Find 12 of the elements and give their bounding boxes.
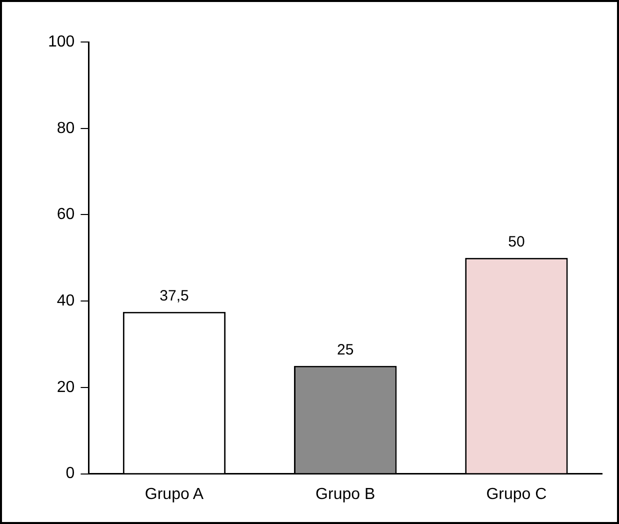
y-tick-label: 20 [56, 378, 75, 396]
y-tick-label: 80 [56, 120, 75, 137]
x-tick-label: Grupo C [486, 486, 547, 503]
y-tick-label: 60 [56, 206, 75, 224]
x-tick-label: Grupo A [144, 486, 204, 503]
data-label: 25 [337, 341, 354, 358]
x-tick-label: Grupo B [316, 486, 376, 503]
data-label: 37,5 [160, 288, 189, 305]
y-tick-label: 0 [66, 465, 75, 482]
data-label: 50 [508, 234, 525, 251]
y-tick-label: 40 [56, 292, 75, 310]
y-tick-label: 100 [48, 33, 75, 50]
